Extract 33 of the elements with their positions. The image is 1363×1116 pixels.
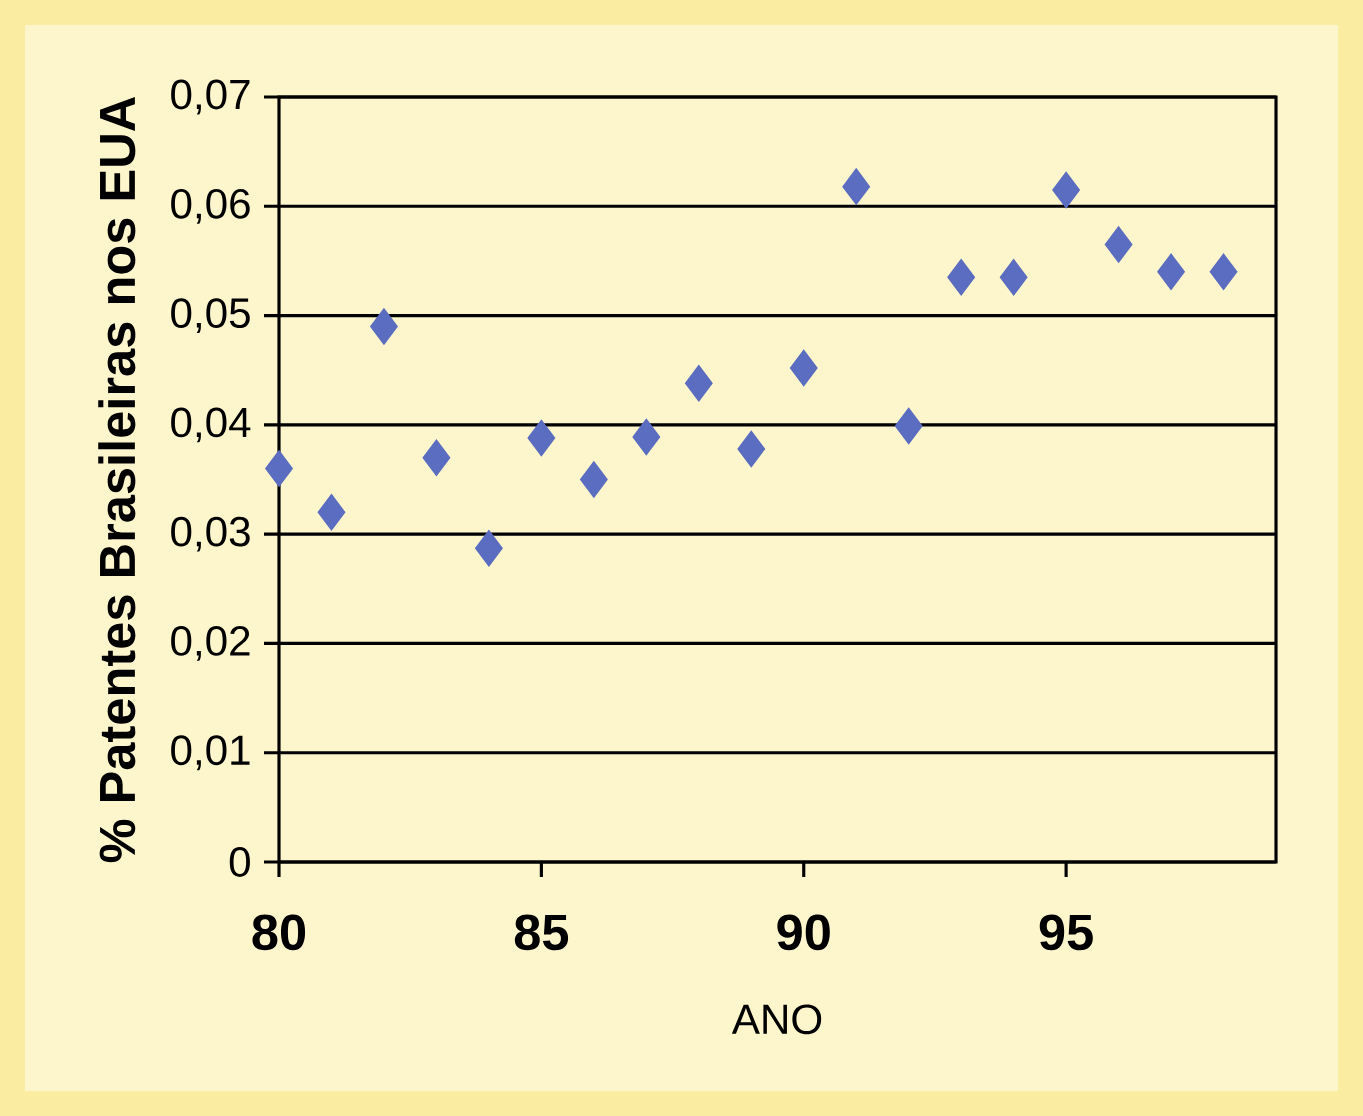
y-tick-label: 0,04 bbox=[171, 407, 251, 443]
point bbox=[475, 530, 503, 567]
point bbox=[632, 418, 661, 456]
y-tick-label: 0,03 bbox=[171, 516, 250, 552]
point bbox=[737, 430, 766, 468]
y-tick-label: 0 bbox=[229, 847, 250, 877]
point bbox=[527, 419, 556, 457]
point bbox=[1157, 253, 1185, 291]
point bbox=[684, 365, 713, 402]
point bbox=[1104, 226, 1133, 263]
y-tick-label: 0,05 bbox=[171, 298, 250, 334]
x-tick-label: 85 bbox=[514, 914, 569, 951]
y-tick-label: 0,07 bbox=[171, 79, 250, 115]
point bbox=[947, 259, 976, 296]
point bbox=[370, 308, 398, 345]
y-tick-label: 0,02 bbox=[171, 626, 250, 661]
point bbox=[894, 407, 923, 445]
point bbox=[317, 494, 346, 531]
x-axis-title: ANO bbox=[731, 1004, 822, 1035]
x-tick-label: 80 bbox=[252, 914, 306, 951]
y-axis-title: % Patentes Brasileiras nos EUA bbox=[98, 96, 136, 863]
x-tick-label: 95 bbox=[1039, 914, 1093, 951]
point bbox=[579, 461, 608, 498]
point bbox=[1052, 171, 1081, 209]
point bbox=[842, 168, 871, 205]
y-tick-label: 0,06 bbox=[171, 188, 250, 224]
x-tick-label: 90 bbox=[777, 914, 830, 951]
point bbox=[789, 349, 818, 387]
point bbox=[422, 439, 451, 476]
point bbox=[265, 450, 293, 487]
point bbox=[999, 259, 1028, 296]
point bbox=[1209, 253, 1238, 291]
y-tick-label: 0,01 bbox=[171, 735, 250, 771]
